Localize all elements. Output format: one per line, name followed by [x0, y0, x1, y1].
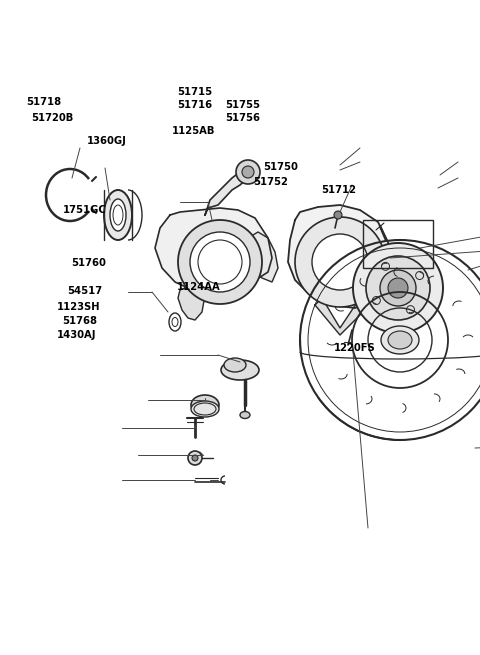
Text: 51712: 51712 [322, 185, 357, 195]
Text: 51715: 51715 [178, 86, 213, 97]
Polygon shape [205, 168, 252, 215]
Ellipse shape [104, 190, 132, 240]
Ellipse shape [388, 331, 412, 349]
Circle shape [242, 166, 254, 178]
Text: 51756: 51756 [226, 113, 261, 123]
Circle shape [380, 270, 416, 306]
Text: 1125AB: 1125AB [172, 126, 215, 136]
Text: 1430AJ: 1430AJ [57, 330, 96, 341]
Ellipse shape [224, 358, 246, 372]
Circle shape [192, 455, 198, 461]
Circle shape [388, 278, 408, 298]
Text: 51768: 51768 [62, 316, 97, 326]
Text: 1751GC: 1751GC [62, 204, 106, 215]
Text: 54517: 54517 [67, 286, 102, 297]
Circle shape [312, 234, 368, 290]
Ellipse shape [110, 199, 126, 231]
Polygon shape [178, 288, 205, 320]
Ellipse shape [221, 360, 259, 380]
Circle shape [353, 243, 443, 333]
Circle shape [188, 451, 202, 465]
Text: 1123SH: 1123SH [57, 301, 100, 312]
Circle shape [236, 160, 260, 184]
Ellipse shape [240, 411, 250, 419]
Bar [363, 220, 433, 268]
Polygon shape [155, 208, 272, 292]
Text: 51716: 51716 [178, 100, 213, 110]
Polygon shape [315, 298, 370, 335]
Circle shape [295, 217, 385, 307]
Text: 1220FS: 1220FS [334, 343, 375, 354]
Circle shape [334, 211, 342, 219]
Text: 51750: 51750 [263, 162, 298, 172]
Ellipse shape [381, 326, 419, 354]
Ellipse shape [191, 395, 219, 415]
Ellipse shape [191, 401, 219, 417]
Text: 51755: 51755 [226, 100, 261, 110]
Circle shape [366, 256, 430, 320]
Text: 51718: 51718 [26, 96, 61, 107]
Text: 1124AA: 1124AA [177, 282, 220, 292]
Polygon shape [248, 232, 278, 282]
Circle shape [178, 220, 262, 304]
Circle shape [190, 232, 250, 292]
Text: 51752: 51752 [253, 177, 288, 187]
Polygon shape [288, 205, 392, 308]
Text: 1360GJ: 1360GJ [86, 136, 126, 146]
Text: 51760: 51760 [71, 258, 106, 269]
Text: 51720B: 51720B [31, 113, 73, 123]
